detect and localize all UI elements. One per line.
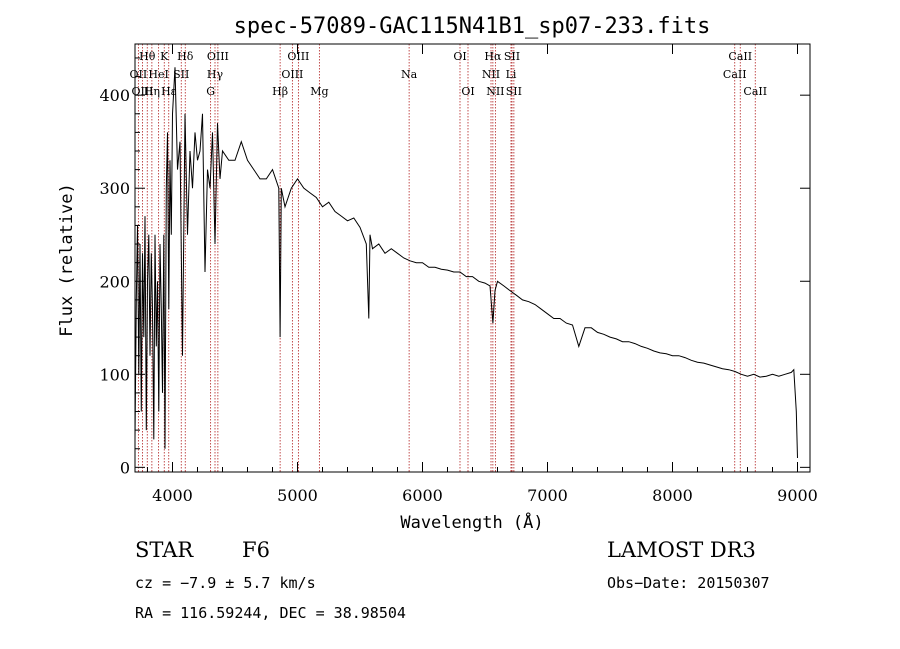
line-label-H-alpha: Hα [484,50,502,63]
line-label-CaII-a: CaII [728,50,752,63]
line-label-NII-b: NII [486,85,504,98]
plot-frame [134,43,811,473]
spectral-line-markers [137,44,756,472]
line-label-OIII-c: OIII [287,50,309,63]
line-label-OIII-a: OIII [131,85,153,98]
y-tick-label: 300 [99,179,130,198]
redshift-cz: cz = −7.9 ± 5.7 km/s [135,574,316,592]
chart-title: spec-57089-GAC115N41B1_sp07-233.fits [234,14,711,39]
coordinates: RA = 116.59244, DEC = 38.98504 [135,604,406,622]
line-label-H-epsilon: Hε [161,85,177,98]
y-tick-label: 0 [120,458,130,477]
line-label-OIII-d: OIII [281,68,303,81]
line-label-OI-b: OI [461,85,474,98]
x-axis-label: Wavelength (Å) [400,511,543,533]
line-label-OIII-b: OIII [207,50,229,63]
line-label-SII-c: SII [506,85,522,98]
line-label-H-theta: Hθ [139,50,156,63]
y-tick-label: 400 [99,86,130,105]
survey-name: LAMOST DR3 [607,538,756,562]
x-tick-label: 6000 [402,486,443,505]
x-tick-label: 4000 [152,486,193,505]
y-tick-label: 100 [99,365,130,384]
line-label-CaII-b: CaII [723,68,747,81]
line-label-SII-a: SII [173,68,189,81]
object-subclass: F6 [242,538,270,562]
line-label-G: G [206,85,215,98]
y-tick-label: 200 [99,272,130,291]
x-tick-label: 9000 [777,486,818,505]
line-label-CaII-c: CaII [743,85,767,98]
line-label-Mg: Mg [310,85,328,98]
line-label-H-delta: Hδ [177,50,194,63]
x-tick-label: 5000 [277,486,318,505]
x-tick-label: 8000 [652,486,693,505]
line-label-SII-b: SII [504,50,520,63]
line-label-OI-a: OI [453,50,466,63]
object-class: STAR [135,538,194,562]
line-label-Li: Li [506,68,517,81]
line-label-HeI: HeI [148,68,168,81]
line-label-K: K [160,50,169,63]
line-label-Na: Na [401,68,418,81]
obs-date: Obs−Date: 20150307 [607,574,770,592]
line-label-H-gamma: Hγ [207,68,224,81]
line-label-H-beta: Hβ [272,85,288,98]
x-tick-label: 7000 [527,486,568,505]
axis-ticks: 4000 5000 6000 7000 8000 9000 0 100 200 300 400 [99,44,818,505]
line-label-H-eta: Hη [144,85,160,98]
line-label-NII-a: NII [482,68,500,81]
spectrum-line [134,67,798,459]
line-label-OII: OII [130,68,148,81]
y-axis-label: Flux (relative) [57,183,77,337]
